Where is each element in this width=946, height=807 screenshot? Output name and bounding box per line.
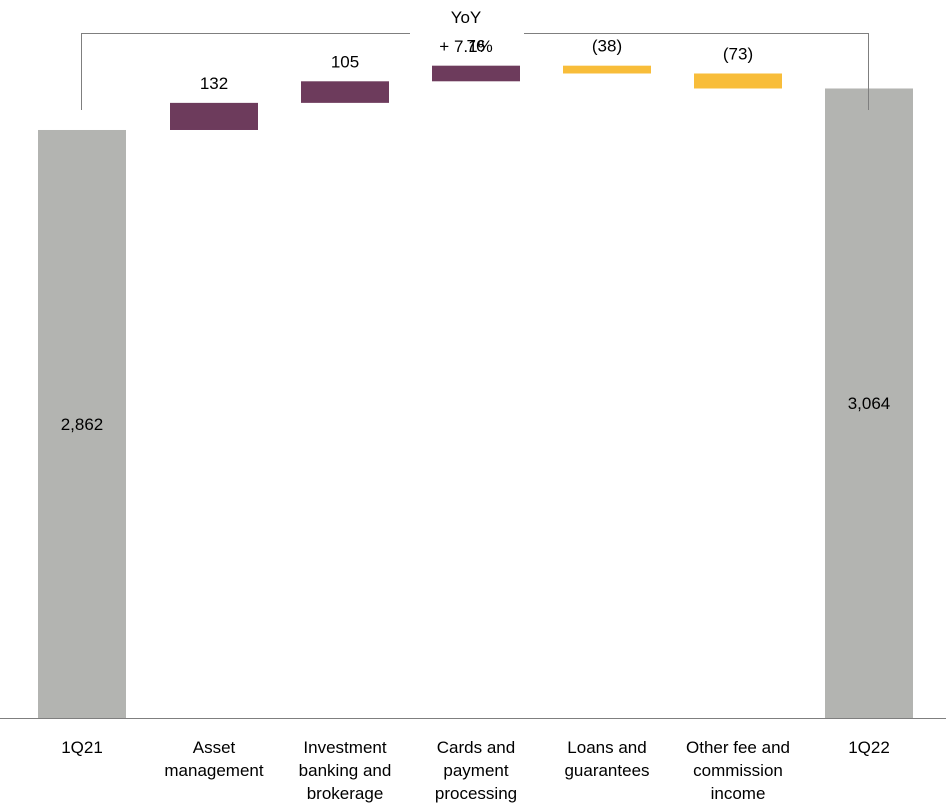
category-label: Loans and bbox=[567, 738, 646, 757]
increase-bar bbox=[170, 102, 258, 130]
category-label: Other fee and bbox=[686, 738, 790, 757]
category-label: Investment bbox=[303, 738, 386, 757]
value-labels-layer: 2,862 132 105 76 (38) (73) 3,064 bbox=[61, 37, 891, 434]
yoy-bracket bbox=[81, 33, 869, 110]
value-label: 105 bbox=[331, 52, 359, 71]
total-bar bbox=[38, 129, 126, 719]
value-label: 2,862 bbox=[61, 415, 104, 434]
category-labels-layer: 1Q21 Asset management Investment banking and… bbox=[61, 738, 890, 803]
category-label: 1Q21 bbox=[61, 738, 103, 757]
value-label: 3,064 bbox=[848, 394, 891, 413]
value-label: (38) bbox=[592, 37, 622, 56]
category-label: commission bbox=[693, 761, 783, 780]
category-label: 1Q22 bbox=[848, 738, 890, 757]
category-label: payment bbox=[443, 761, 508, 780]
yoy-annotation-value: + 7.1% bbox=[439, 37, 492, 56]
increase-bar bbox=[301, 81, 389, 103]
decrease-bar bbox=[694, 73, 782, 89]
category-label: Cards and bbox=[437, 738, 515, 757]
value-label: 76 bbox=[467, 37, 486, 56]
category-label: brokerage bbox=[307, 784, 384, 803]
category-label: guarantees bbox=[564, 761, 649, 780]
value-label: (73) bbox=[723, 44, 753, 63]
yoy-annotation: YoY + 7.1% bbox=[81, 8, 869, 110]
value-label: 132 bbox=[200, 74, 228, 93]
increase-bar bbox=[432, 65, 520, 82]
category-label: management bbox=[164, 761, 264, 780]
decrease-bar bbox=[563, 65, 651, 74]
yoy-annotation-label: YoY bbox=[451, 8, 482, 27]
total-bar bbox=[825, 88, 913, 718]
category-label: processing bbox=[435, 784, 517, 803]
bars-layer bbox=[38, 65, 913, 719]
category-label: Asset bbox=[193, 738, 236, 757]
category-label: banking and bbox=[299, 761, 392, 780]
category-label: income bbox=[711, 784, 766, 803]
